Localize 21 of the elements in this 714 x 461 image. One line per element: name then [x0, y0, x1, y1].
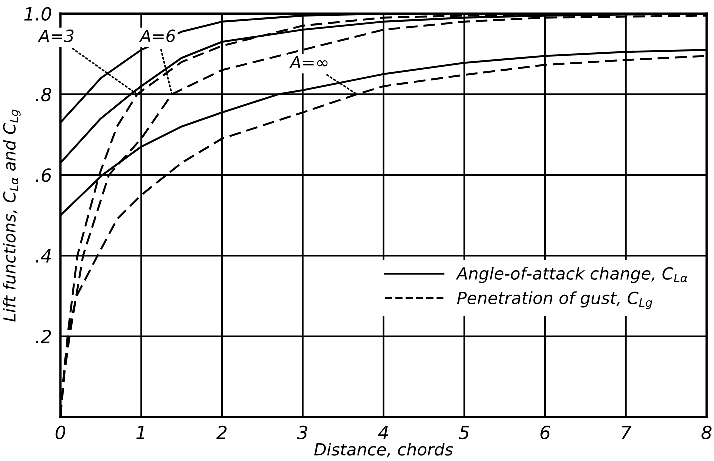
- legend-label: Penetration of gust, C$_{Lg}$: [457, 292, 652, 310]
- x-tick-label: 5: [459, 426, 470, 440]
- legend-label: Angle-of-attack change, C$_{Lα}$: [456, 267, 688, 284]
- y-axis-title: Lift functions, C$_{Lα}$ and C$_{Lg}$: [3, 110, 21, 322]
- annotation: A=3: [38, 30, 74, 42]
- x-tick-label: 4: [378, 426, 388, 440]
- y-tick-label: .6: [36, 168, 52, 182]
- x-tick-label: 8: [702, 426, 712, 440]
- x-tick-label: 7: [622, 426, 632, 440]
- annotation: A=6: [139, 30, 176, 42]
- x-tick-label: 2: [216, 426, 227, 440]
- y-tick-label: 1.0: [24, 7, 52, 21]
- x-tick-label: 0: [56, 426, 66, 440]
- x-axis-title: Distance, chords: [314, 443, 454, 458]
- y-tick-label: .4: [36, 250, 52, 263]
- x-tick-label: 6: [540, 426, 550, 440]
- y-tick-label: .8: [36, 88, 52, 102]
- x-tick-label: 3: [297, 426, 308, 440]
- y-tick-label: .2: [36, 330, 52, 344]
- x-tick-label: 1: [136, 426, 144, 440]
- annotation: A=∞: [289, 56, 328, 69]
